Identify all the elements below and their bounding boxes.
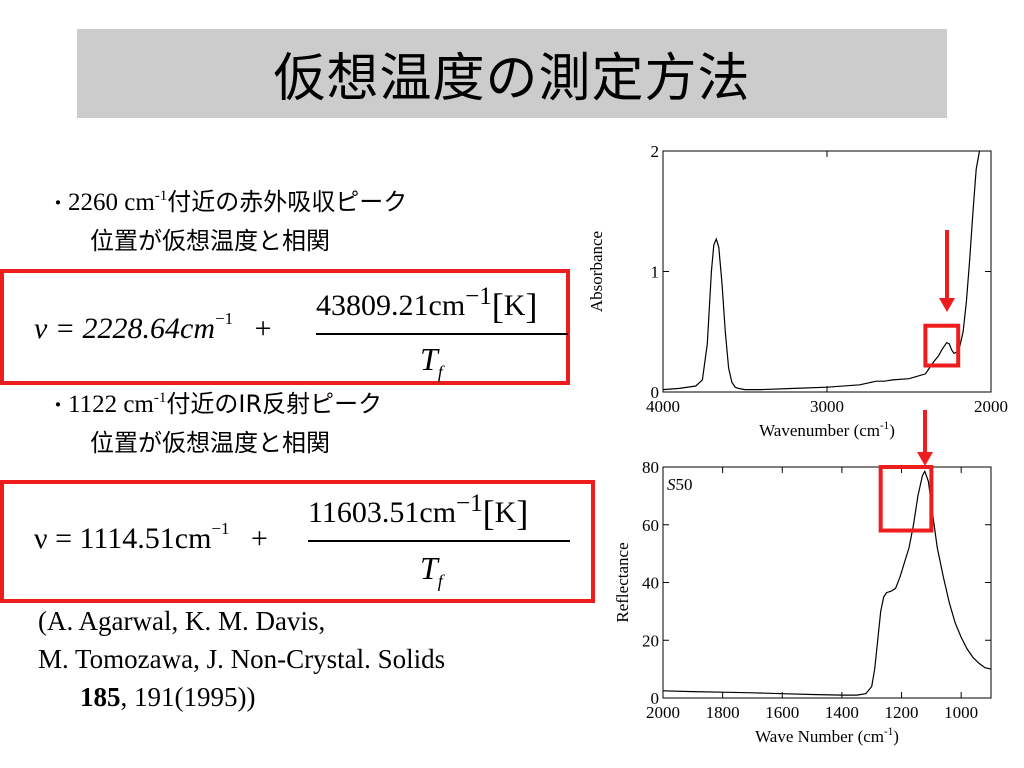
fraction-numerator: 11603.51cm−1[K] bbox=[308, 490, 528, 534]
chart1-y-axis-label: Absorbance bbox=[587, 231, 606, 312]
chart2-x-tick-label: 2000 bbox=[646, 703, 680, 722]
fraction-denominator: Tf bbox=[420, 550, 443, 590]
citation-pages: , 191(1995)) bbox=[120, 682, 256, 712]
citation-line1: (A. Agarwal, K. M. Davis, bbox=[38, 606, 326, 636]
chart1-y-tick-label: 0 bbox=[651, 383, 660, 402]
chart1-x-axis-label: Wavenumber (cm-1) bbox=[759, 420, 895, 440]
bullet-ir-absorption: ・2260 cm-1付近の赤外吸収ピーク 位置が仮想温度と相関 bbox=[48, 183, 407, 260]
chart1-frame bbox=[662, 150, 992, 393]
slide-title: 仮想温度の測定方法 bbox=[273, 49, 751, 109]
chart2-y-tick-label: 40 bbox=[642, 574, 659, 593]
chart2-x-tick-label: 1600 bbox=[765, 703, 799, 722]
chart1-x-tick-label: 2000 bbox=[974, 397, 1008, 416]
chart2-x-tick-label: 1400 bbox=[825, 703, 859, 722]
fraction-numerator: 43809.21cm−1[K] bbox=[316, 283, 537, 327]
denominator-sub: f bbox=[437, 362, 443, 382]
citation-line2: M. Tomozawa, J. Non-Crystal. Solids bbox=[38, 644, 446, 674]
bullet-text-line2: 位置が仮想温度と相関 bbox=[90, 429, 330, 457]
chart2-y-tick-label: 60 bbox=[642, 516, 659, 535]
denominator-sub: f bbox=[437, 571, 443, 591]
unit-text: K bbox=[494, 496, 517, 529]
bracket-close: ] bbox=[525, 286, 538, 326]
citation-line3: 185, 191(1995)) bbox=[38, 678, 445, 716]
chart2-spectrum-line bbox=[662, 469, 992, 696]
citation: (A. Agarwal, K. M. Davis, M. Tomozawa, J… bbox=[38, 602, 445, 716]
equation-plus: + bbox=[251, 522, 268, 555]
chart2-y-tick-label: 20 bbox=[642, 631, 659, 650]
link-arrow-head bbox=[917, 452, 933, 466]
bracket-open: [ bbox=[491, 286, 504, 326]
chart2-x-tick-label: 1200 bbox=[885, 703, 919, 722]
chart1-spectrum-line bbox=[662, 150, 981, 391]
numerator-text: 43809.21cm bbox=[316, 289, 466, 322]
equation-box-1: ν = 2228.64cm−1 + 43809.21cm−1[K] Tf bbox=[0, 269, 570, 385]
chart1-x-tick-label: 4000 bbox=[646, 397, 680, 416]
bullet-ir-reflection: ・1122 cm-1付近のIR反射ピーク 位置が仮想温度と相関 bbox=[48, 385, 382, 462]
peak-arrow-head bbox=[939, 298, 955, 312]
equation-lhs-exp: −1 bbox=[211, 519, 230, 538]
chart1-highlight-box bbox=[923, 323, 961, 368]
unit-text: K bbox=[503, 289, 526, 322]
equation-lhs-text: ν = 1114.51cm bbox=[34, 522, 212, 555]
bullet-mark: ・ bbox=[48, 393, 68, 417]
equation-plus: + bbox=[254, 312, 272, 345]
chart1-x-tick-label: 3000 bbox=[810, 397, 844, 416]
bullet-mark: ・ bbox=[48, 191, 68, 215]
bullet-text: 付近のIR反射ピーク bbox=[166, 390, 383, 418]
chart2-x-tick-label: 1800 bbox=[706, 703, 740, 722]
chart2-y-tick-label: 80 bbox=[642, 458, 659, 477]
chart1-y-tick-label: 1 bbox=[651, 263, 660, 282]
bullet-text-line2: 位置が仮想温度と相関 bbox=[90, 227, 330, 255]
equation-lhs: ν = 2228.64cm−1 + bbox=[34, 309, 272, 346]
denominator-text: T bbox=[420, 550, 438, 586]
bullet-text: 付近の赤外吸収ピーク bbox=[167, 188, 408, 216]
bracket-close: ] bbox=[516, 493, 529, 533]
bullet-exponent: -1 bbox=[154, 188, 168, 204]
chart1-y-tick-label: 2 bbox=[651, 142, 660, 161]
fraction-denominator: Tf bbox=[420, 341, 443, 381]
numerator-text: 11603.51cm bbox=[308, 496, 457, 529]
title-bar: 仮想温度の測定方法 bbox=[77, 29, 947, 118]
numerator-exp: −1 bbox=[465, 283, 492, 310]
equation-lhs-text: ν = 2228.64cm bbox=[34, 312, 216, 345]
chart2-x-axis-label: Wave Number (cm-1) bbox=[755, 726, 899, 746]
bracket-open: [ bbox=[482, 493, 495, 533]
chart2-x-tick-label: 1000 bbox=[944, 703, 978, 722]
citation-volume: 185 bbox=[80, 682, 121, 712]
bullet-exponent: -1 bbox=[153, 390, 167, 406]
equation-box-2: ν = 1114.51cm−1 + 11603.51cm−1[K] Tf bbox=[0, 480, 595, 603]
bullet-wavenumber: 2260 cm bbox=[68, 189, 155, 216]
fraction-bar bbox=[308, 540, 570, 542]
chart2-sample-label: S50 bbox=[667, 475, 693, 494]
chart2-y-tick-label: 0 bbox=[651, 689, 660, 708]
equation-lhs: ν = 1114.51cm−1 + bbox=[34, 519, 268, 556]
numerator-exp: −1 bbox=[456, 490, 483, 517]
denominator-text: T bbox=[420, 341, 438, 377]
bullet-wavenumber: 1122 cm bbox=[68, 391, 154, 418]
equation-lhs-exp: −1 bbox=[215, 309, 234, 328]
chart2-highlight-box bbox=[878, 465, 934, 533]
chart2-y-axis-label: Reflectance bbox=[613, 542, 632, 622]
chart2-frame bbox=[662, 466, 992, 699]
fraction-bar bbox=[316, 333, 568, 335]
